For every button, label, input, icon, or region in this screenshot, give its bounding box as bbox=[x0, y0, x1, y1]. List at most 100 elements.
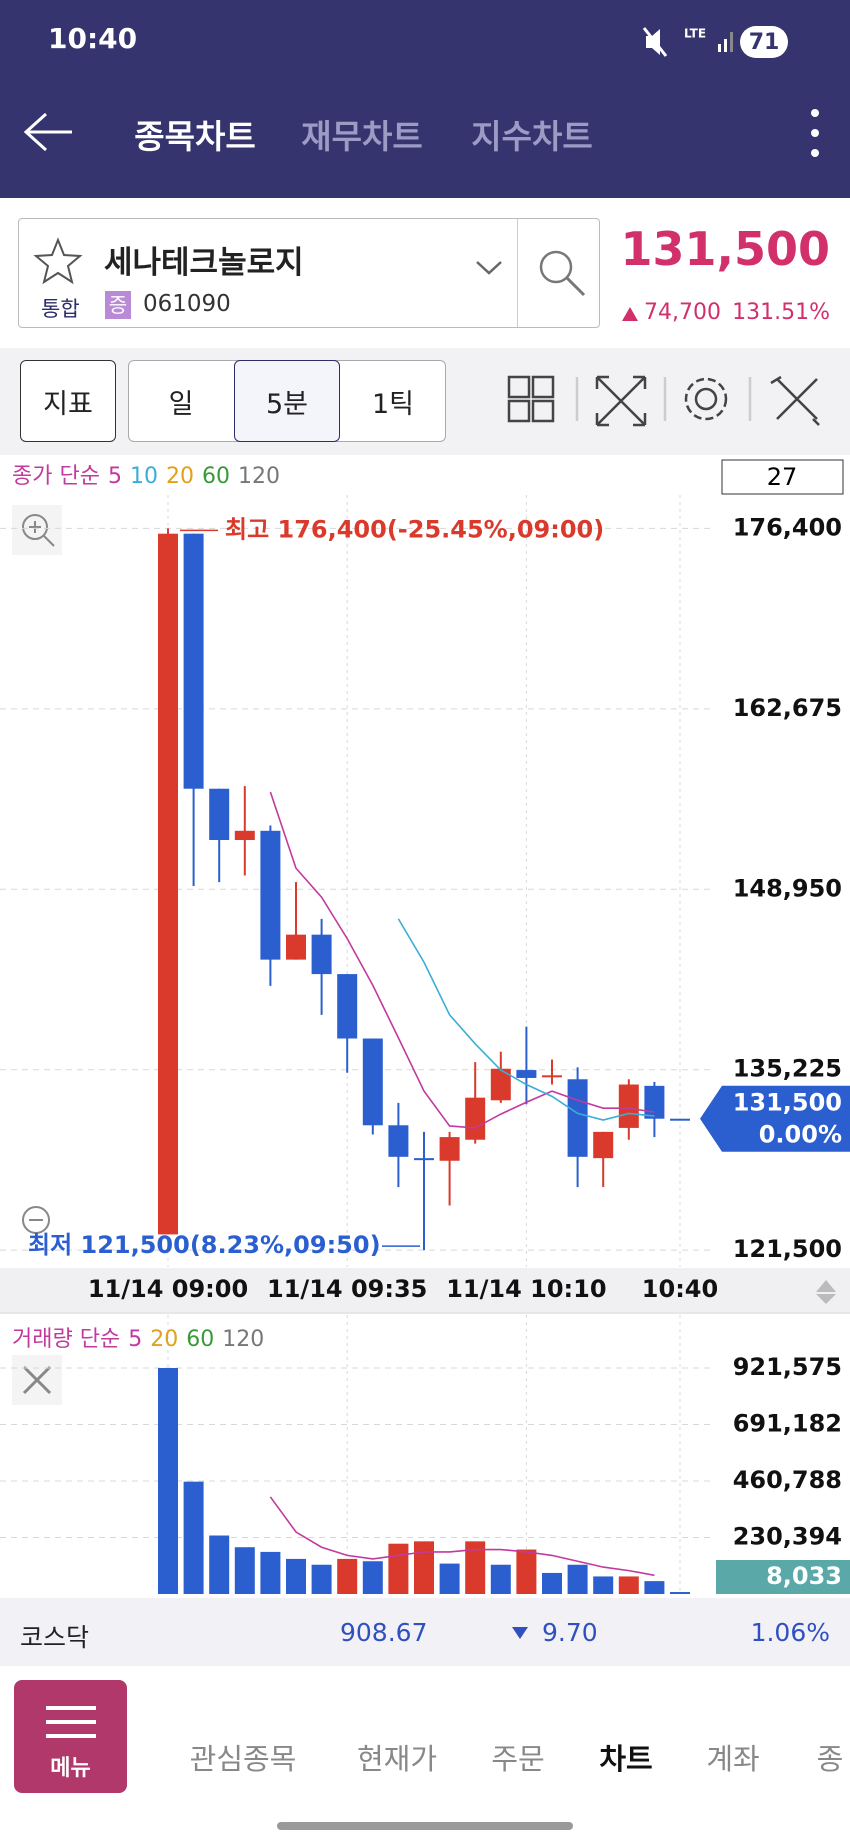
high-annotation: 최고 176,400(-25.45%,09:00) bbox=[225, 515, 604, 543]
back-button[interactable] bbox=[22, 110, 74, 154]
candle-body bbox=[542, 1075, 562, 1078]
search-button[interactable] bbox=[534, 245, 590, 301]
chart-toolbar: 지표 일 5분 1틱 bbox=[0, 348, 850, 455]
candle-body bbox=[286, 934, 306, 960]
volume-bar bbox=[670, 1592, 690, 1594]
menu-button[interactable]: 메뉴 bbox=[14, 1680, 127, 1793]
network-label: LTE bbox=[684, 27, 706, 41]
candle-body bbox=[362, 1038, 383, 1126]
status-time: 10:40 bbox=[48, 22, 138, 55]
candle-body bbox=[311, 934, 332, 975]
current-price-label: 131,500 bbox=[733, 1089, 842, 1117]
ma-line bbox=[269, 791, 655, 1129]
chart-area: 27 종가 단순 5 10 20 60 120 11/14 09:00 11/14 09:35… bbox=[0, 459, 850, 1595]
y-tick-label: 148,950 bbox=[733, 874, 842, 902]
legend-period: 120 bbox=[238, 464, 280, 489]
battery-level: 71 bbox=[749, 30, 780, 55]
legend-period: 5 bbox=[108, 464, 122, 489]
period-button[interactable]: 일 bbox=[168, 388, 194, 420]
nav-tab[interactable]: 현재가 bbox=[356, 1742, 438, 1776]
y-tick-label: 162,675 bbox=[733, 694, 842, 722]
tab-active[interactable]: 종목차트 bbox=[134, 117, 256, 156]
volume-bar bbox=[158, 1368, 178, 1594]
period-button[interactable]: 1틱 bbox=[371, 388, 415, 420]
dropdown-chevron[interactable] bbox=[474, 257, 504, 277]
candle-body bbox=[260, 830, 281, 960]
volume-bar bbox=[516, 1549, 537, 1594]
candle-body bbox=[158, 533, 178, 1235]
volume-bar bbox=[209, 1535, 230, 1594]
menu-label: 메뉴 bbox=[50, 1756, 91, 1781]
ma-line bbox=[269, 1496, 655, 1577]
y-tick-label: 121,500 bbox=[733, 1235, 842, 1263]
legend-period: 120 bbox=[222, 1327, 264, 1352]
nav-tab[interactable]: 관심종목 bbox=[189, 1742, 297, 1776]
price-change: 74,700 bbox=[644, 300, 721, 325]
bottom-nav: 메뉴 관심종목 현재가 주문 차트 계좌 종 bbox=[0, 1666, 850, 1842]
candle-body bbox=[567, 1079, 588, 1157]
tab[interactable]: 지수차트 bbox=[471, 117, 593, 156]
volume-bar bbox=[567, 1564, 588, 1594]
ma-line bbox=[397, 918, 655, 1121]
home-indicator bbox=[277, 1822, 573, 1830]
volume-bar bbox=[234, 1547, 255, 1594]
y-tick-label: 460,788 bbox=[733, 1466, 842, 1494]
current-volume-label: 8,033 bbox=[766, 1562, 842, 1590]
volume-bar bbox=[388, 1543, 409, 1594]
indicator-button[interactable]: 지표 bbox=[20, 360, 116, 442]
volume-bar bbox=[183, 1481, 204, 1594]
legend-period: 60 bbox=[202, 464, 230, 489]
current-price-tag bbox=[700, 1085, 850, 1152]
candle-body bbox=[388, 1125, 409, 1157]
nav-tab[interactable]: 주문 bbox=[491, 1742, 545, 1776]
volume-bar bbox=[465, 1541, 486, 1594]
tab[interactable]: 재무차트 bbox=[301, 117, 423, 156]
legend-title: 종가 단순 bbox=[12, 464, 100, 489]
y-tick-label: 921,575 bbox=[733, 1353, 842, 1381]
volume-bar bbox=[337, 1558, 358, 1594]
candle-body bbox=[209, 788, 230, 841]
zoom-icons[interactable] bbox=[12, 505, 62, 1405]
scroll-arrows[interactable] bbox=[816, 1280, 836, 1304]
index-rate: 1.06% bbox=[750, 1618, 830, 1647]
volume-bar bbox=[490, 1564, 511, 1594]
y-tick-label: 230,394 bbox=[733, 1522, 842, 1550]
candle-body bbox=[644, 1085, 665, 1119]
stock-code: 061090 bbox=[143, 291, 231, 317]
candle-body bbox=[414, 1158, 434, 1161]
down-triangle bbox=[512, 1627, 528, 1639]
current-volume-tag bbox=[716, 1560, 850, 1594]
x-tick-label: 10:40 bbox=[642, 1275, 718, 1303]
nav-tab[interactable]: 종 bbox=[816, 1742, 844, 1776]
status-icons: LTE 71 bbox=[642, 26, 788, 58]
candle-body bbox=[439, 1137, 460, 1161]
nav-tab-active[interactable]: 차트 bbox=[599, 1742, 653, 1776]
x-axis-band bbox=[0, 1268, 850, 1312]
index-name: 코스닥 bbox=[20, 1623, 90, 1652]
visible-count: 27 bbox=[767, 463, 798, 491]
candle-body bbox=[183, 533, 204, 789]
nav-tab[interactable]: 계좌 bbox=[706, 1742, 760, 1776]
volume-bar bbox=[362, 1561, 383, 1594]
legend-period: 20 bbox=[150, 1327, 178, 1352]
legend-period: 5 bbox=[128, 1327, 142, 1352]
volume-bar bbox=[618, 1576, 639, 1594]
x-tick-label: 11/14 09:35 bbox=[267, 1275, 427, 1303]
market-badge: 증 bbox=[105, 291, 131, 319]
y-tick-label: 691,182 bbox=[733, 1409, 842, 1437]
candle-body bbox=[465, 1097, 486, 1140]
stock-selector[interactable]: 세나테크놀로지 통합 증 061090 bbox=[18, 218, 600, 328]
legend: 종가 단순 5 10 20 60 120 bbox=[12, 464, 280, 489]
legend-period: 60 bbox=[186, 1327, 214, 1352]
volume-bar bbox=[644, 1581, 665, 1594]
period-button-active[interactable]: 5분 bbox=[234, 360, 340, 442]
legend-title: 거래량 단순 bbox=[12, 1327, 120, 1352]
volume-bar bbox=[311, 1564, 332, 1594]
more-menu[interactable] bbox=[805, 105, 825, 165]
volume-bar bbox=[414, 1541, 434, 1594]
index-change: 9.70 bbox=[542, 1618, 598, 1647]
divider bbox=[517, 219, 518, 327]
favorite-star[interactable] bbox=[33, 237, 83, 285]
candle-body bbox=[337, 974, 358, 1039]
